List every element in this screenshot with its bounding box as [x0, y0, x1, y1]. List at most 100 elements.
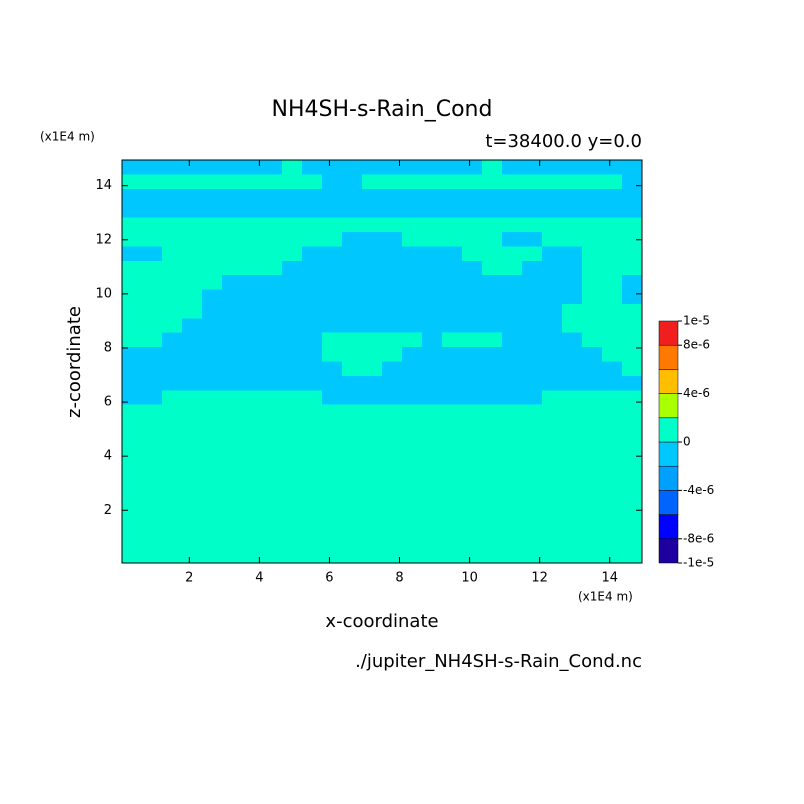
contour-cell	[382, 404, 403, 420]
contour-cell	[282, 491, 303, 506]
contour-cell	[562, 188, 583, 204]
contour-cell	[162, 246, 183, 262]
contour-cell	[422, 217, 443, 233]
contour-cell	[522, 447, 543, 463]
contour-cell	[582, 404, 603, 420]
contour-cell	[282, 476, 303, 492]
contour-cell	[522, 260, 543, 276]
contour-cell	[222, 332, 243, 348]
contour-cell	[122, 534, 143, 550]
contour-cell	[462, 433, 483, 449]
contour-cell	[382, 318, 403, 334]
contour-cell	[322, 519, 343, 535]
contour-cell	[522, 462, 543, 478]
contour-cell	[222, 318, 243, 334]
contour-cell	[242, 260, 263, 276]
contour-cell	[262, 447, 283, 463]
contour-cell	[202, 217, 223, 233]
contour-cell	[162, 519, 183, 535]
contour-cell	[422, 519, 443, 535]
contour-cell	[262, 174, 283, 190]
contour-cell	[342, 447, 363, 463]
contour-cell	[162, 505, 183, 521]
contour-cell	[182, 174, 203, 190]
contour-cell	[162, 303, 183, 319]
contour-cell	[162, 203, 183, 219]
contour-cell	[562, 519, 583, 535]
contour-cell	[542, 447, 563, 463]
contour-cell	[262, 347, 283, 362]
contour-cell	[522, 246, 543, 262]
contour-cell	[342, 390, 363, 406]
contour-cell	[382, 390, 403, 406]
contour-cell	[382, 505, 403, 521]
x-tick-label: 10	[461, 571, 478, 586]
contour-cell	[422, 303, 443, 319]
contour-cell	[482, 447, 503, 463]
contour-cell	[282, 534, 303, 550]
contour-cell	[342, 332, 363, 348]
contour-cell	[402, 289, 423, 305]
contour-cell	[502, 332, 523, 348]
contour-cell	[302, 347, 323, 362]
contour-cell	[242, 203, 263, 219]
contour-cell	[282, 419, 303, 434]
contour-cell	[582, 548, 603, 564]
contour-cell	[562, 174, 583, 190]
contour-cell	[122, 188, 143, 204]
contour-cell	[342, 246, 363, 262]
contour-cell	[482, 347, 503, 362]
y-tick-label: 10	[95, 286, 112, 301]
contour-cell	[122, 476, 143, 492]
contour-cell	[522, 361, 543, 377]
contour-cell	[302, 534, 323, 550]
contour-cell	[342, 534, 363, 550]
contour-cell	[542, 318, 563, 334]
contour-cell	[182, 217, 203, 233]
contour-cell	[242, 160, 263, 175]
contour-cell	[282, 217, 303, 233]
contour-cell	[602, 491, 623, 506]
contour-cell	[482, 419, 503, 434]
contour-cell	[182, 433, 203, 449]
contour-cell	[282, 462, 303, 478]
contour-cell	[462, 260, 483, 276]
contour-cell	[242, 462, 263, 478]
contour-cell	[142, 462, 163, 478]
contour-cell	[422, 462, 443, 478]
contour-cell	[622, 462, 643, 478]
contour-cell	[482, 433, 503, 449]
contour-cell	[622, 534, 643, 550]
contour-cell	[322, 160, 343, 175]
contour-cell	[122, 447, 143, 463]
contour-cell	[482, 548, 503, 564]
contour-cell	[322, 447, 343, 463]
contour-cell	[442, 361, 463, 377]
contour-cell	[462, 519, 483, 535]
contour-cell	[362, 289, 383, 305]
contour-cell	[202, 476, 223, 492]
contour-cell	[622, 188, 643, 204]
contour-cell	[622, 505, 643, 521]
contour-cell	[422, 534, 443, 550]
contour-cell	[242, 246, 263, 262]
contour-cell	[382, 462, 403, 478]
contour-cell	[282, 246, 303, 262]
contour-cell	[582, 275, 603, 291]
contour-cell	[502, 375, 523, 391]
contour-cell	[422, 203, 443, 219]
contour-cell	[242, 289, 263, 305]
contour-cell	[302, 231, 323, 247]
contour-cell	[222, 505, 243, 521]
contour-cell	[542, 275, 563, 291]
contour-cell	[342, 375, 363, 391]
contour-cell	[382, 519, 403, 535]
contour-cell	[342, 318, 363, 334]
contour-cell	[262, 217, 283, 233]
contour-cell	[402, 505, 423, 521]
contour-cell	[462, 548, 483, 564]
contour-cell	[402, 203, 423, 219]
contour-cell	[242, 332, 263, 348]
contour-cell	[222, 433, 243, 449]
contour-cell	[122, 433, 143, 449]
